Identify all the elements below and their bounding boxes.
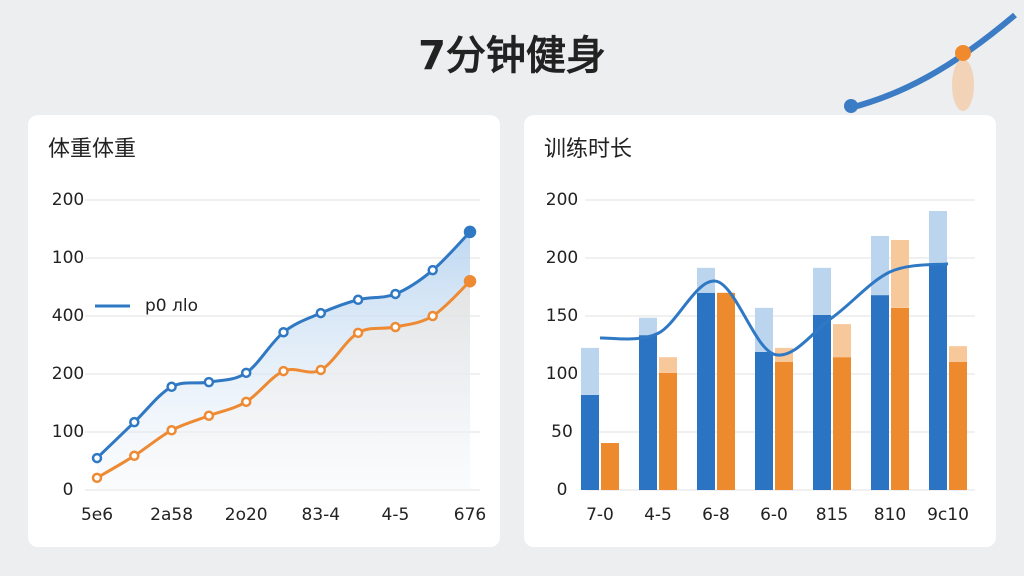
y-tick-label: 200 — [52, 190, 84, 210]
point — [203, 376, 215, 388]
bar — [581, 347, 599, 395]
bar — [659, 372, 677, 490]
area — [97, 281, 470, 490]
bar — [581, 394, 599, 490]
decoration — [844, 12, 1017, 113]
x-tick-label: 6-0 — [760, 505, 788, 525]
point — [352, 294, 364, 306]
x-tick-label: 2o20 — [225, 505, 268, 525]
point — [315, 364, 327, 376]
x-tick-label: 5e6 — [81, 505, 113, 525]
point — [427, 264, 438, 276]
point — [463, 225, 477, 239]
y-tick-label: 100 — [52, 422, 84, 442]
x-tick-label: 4-5 — [644, 505, 672, 525]
deco-figure — [952, 59, 974, 111]
bar — [891, 240, 909, 308]
y-tick-label: 200 — [546, 248, 578, 268]
bar — [929, 263, 947, 490]
legend-label: p0 лlo — [145, 296, 198, 316]
bar — [813, 314, 831, 490]
deco-dot — [844, 99, 858, 113]
bar — [949, 346, 967, 362]
x-tick-label: 7-0 — [586, 505, 614, 525]
y-tick-label: 200 — [52, 364, 84, 384]
point — [315, 307, 327, 319]
point — [166, 425, 177, 436]
y-tick-label: 0 — [63, 480, 74, 500]
point — [278, 326, 289, 338]
bar — [891, 307, 909, 490]
point — [278, 365, 289, 377]
bar — [833, 324, 851, 358]
point — [91, 472, 103, 484]
bar — [639, 335, 657, 490]
bar — [639, 317, 657, 336]
x-tick-label: 6-8 — [702, 505, 730, 525]
y-tick-label: 0 — [557, 480, 568, 500]
bar — [659, 357, 677, 373]
point — [129, 416, 140, 428]
page-title: 7分钟健身 — [418, 33, 606, 79]
bar — [929, 211, 947, 264]
y-tick-label: 150 — [546, 306, 578, 326]
point — [166, 381, 177, 393]
x-tick-label: 676 — [454, 505, 486, 525]
y-tick-label: 100 — [546, 364, 578, 384]
point — [390, 321, 401, 333]
x-tick-label: 815 — [816, 505, 848, 525]
bar — [813, 267, 831, 315]
line — [599, 262, 949, 357]
chart-title: 训练时长 — [544, 137, 632, 162]
point — [352, 327, 364, 339]
x-tick-label: 2a58 — [150, 505, 193, 525]
bar — [949, 361, 967, 490]
bar — [717, 292, 735, 490]
point — [390, 288, 401, 300]
chart: 训练时长 0 50 100 150 200 200 7-0 4-5 6-8 6-0 815 810 9c1… — [544, 137, 975, 525]
bar — [871, 295, 889, 490]
chart-title: 体重体重 — [48, 137, 136, 162]
y-tick-label: 100 — [52, 248, 84, 268]
deco-head — [955, 45, 971, 61]
point — [240, 367, 252, 379]
y-tick-label: 200 — [546, 190, 578, 210]
bar — [755, 351, 773, 490]
point — [203, 410, 215, 422]
chart: 体重体重 0 100 200 400 100 200 5e6 2a58 2o20 83-4 4-5 67… — [48, 137, 486, 525]
x-tick-label: 9c10 — [927, 505, 969, 525]
deco-curve — [849, 12, 1017, 111]
y-tick-label: 400 — [52, 306, 84, 326]
point — [240, 396, 252, 408]
bar — [697, 292, 715, 490]
x-tick-label: 4-5 — [382, 505, 410, 525]
point — [129, 450, 140, 462]
x-tick-label: 810 — [874, 505, 906, 525]
point — [427, 310, 438, 322]
bar — [775, 361, 793, 490]
x-tick-label: 83-4 — [302, 505, 341, 525]
bar — [601, 443, 619, 490]
bar — [833, 357, 851, 490]
point — [91, 452, 103, 464]
y-tick-label: 50 — [551, 422, 573, 442]
bar — [871, 235, 889, 296]
point — [463, 274, 477, 288]
